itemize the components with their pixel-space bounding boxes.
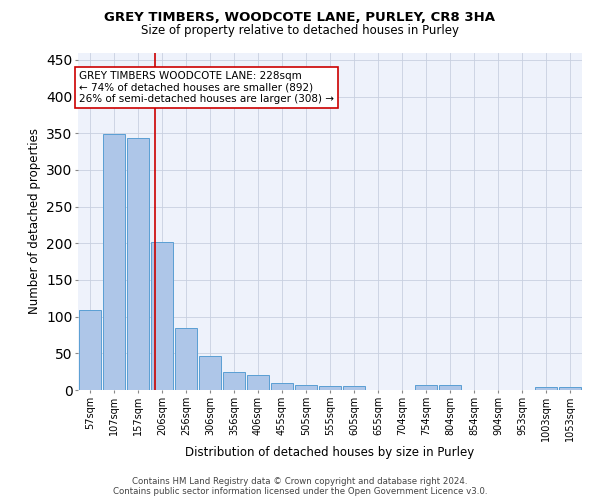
- Bar: [535, 387, 557, 390]
- Bar: [343, 386, 365, 390]
- Bar: [127, 138, 149, 390]
- Bar: [271, 382, 293, 390]
- Bar: [175, 328, 197, 390]
- Bar: [247, 374, 269, 390]
- Bar: [319, 386, 341, 390]
- Text: GREY TIMBERS WOODCOTE LANE: 228sqm
← 74% of detached houses are smaller (892)
26: GREY TIMBERS WOODCOTE LANE: 228sqm ← 74%…: [79, 71, 334, 104]
- Bar: [79, 310, 101, 390]
- Bar: [103, 134, 125, 390]
- Bar: [151, 242, 173, 390]
- Bar: [295, 385, 317, 390]
- Bar: [223, 372, 245, 390]
- Bar: [199, 356, 221, 390]
- Y-axis label: Number of detached properties: Number of detached properties: [28, 128, 41, 314]
- Bar: [439, 385, 461, 390]
- Bar: [415, 385, 437, 390]
- X-axis label: Distribution of detached houses by size in Purley: Distribution of detached houses by size …: [185, 446, 475, 460]
- Text: Size of property relative to detached houses in Purley: Size of property relative to detached ho…: [141, 24, 459, 37]
- Text: GREY TIMBERS, WOODCOTE LANE, PURLEY, CR8 3HA: GREY TIMBERS, WOODCOTE LANE, PURLEY, CR8…: [104, 11, 496, 24]
- Bar: [559, 387, 581, 390]
- Text: Contains HM Land Registry data © Crown copyright and database right 2024.
Contai: Contains HM Land Registry data © Crown c…: [113, 476, 487, 496]
